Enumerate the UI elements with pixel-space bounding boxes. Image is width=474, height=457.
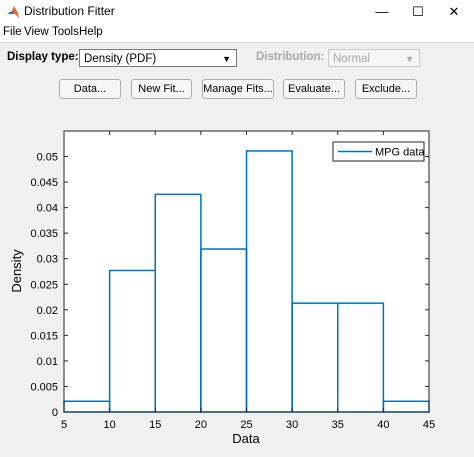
y-tick-label: 0.005 — [30, 381, 58, 393]
display-type-select[interactable]: Density (PDF) ▼ — [79, 49, 237, 67]
x-tick-label: 5 — [61, 419, 67, 431]
x-tick-label: 40 — [377, 419, 389, 431]
maximize-button[interactable]: ☐ — [412, 4, 424, 19]
evaluate-button[interactable]: Evaluate... — [283, 79, 345, 99]
y-tick-label: 0.025 — [30, 279, 58, 291]
matlab-logo-icon — [7, 6, 19, 18]
legend-label: MPG data — [375, 147, 425, 159]
x-tick-label: 15 — [149, 419, 161, 431]
y-tick-label: 0.05 — [37, 152, 58, 164]
distribution-value: Normal — [333, 53, 371, 65]
chevron-down-icon: ▼ — [222, 54, 231, 64]
menu-help[interactable]: Help — [79, 26, 103, 38]
y-tick-label: 0.015 — [30, 330, 58, 342]
x-tick-label: 25 — [240, 419, 252, 431]
x-tick-label: 20 — [195, 419, 207, 431]
legend: MPG data — [332, 141, 425, 162]
menu-view[interactable]: View — [24, 26, 49, 38]
x-tick-label: 30 — [286, 419, 298, 431]
minimize-button[interactable]: — — [375, 4, 389, 19]
x-tick-label: 35 — [332, 419, 344, 431]
y-tick-label: 0.03 — [37, 254, 58, 266]
distribution-select[interactable]: Normal ▼ — [328, 49, 420, 67]
menu-file[interactable]: File — [3, 26, 22, 38]
title-bar: Distribution Fitter — ☐ ✕ — [0, 0, 474, 24]
menu-bar: File View Tools Help — [0, 24, 474, 43]
distribution-label: Distribution: — [256, 51, 325, 63]
y-tick-label: 0.04 — [37, 203, 58, 215]
x-tick-label: 45 — [423, 419, 435, 431]
window-title: Distribution Fitter — [24, 4, 115, 18]
chevron-down-icon: ▼ — [405, 54, 414, 64]
exclude-button[interactable]: Exclude... — [355, 79, 417, 99]
new-fit-button[interactable]: New Fit... — [131, 79, 192, 99]
display-type-label: Display type: — [7, 51, 79, 63]
legend-box — [332, 141, 425, 162]
y-tick-label: 0.02 — [37, 305, 58, 317]
y-tick-label: 0.035 — [30, 228, 58, 240]
y-tick-label: 0 — [52, 407, 58, 419]
manage-fits-button[interactable]: Manage Fits... — [202, 79, 274, 99]
y-tick-label: 0.045 — [30, 177, 58, 189]
close-button[interactable]: ✕ — [448, 4, 460, 19]
x-axis-label: Data — [232, 431, 260, 446]
data-button[interactable]: Data... — [59, 79, 121, 99]
display-type-value: Density (PDF) — [84, 53, 157, 65]
axes-box — [63, 130, 430, 413]
y-tick-label: 0.01 — [37, 356, 58, 368]
y-axis-label: Density — [9, 249, 24, 293]
x-tick-label: 10 — [104, 419, 116, 431]
menu-tools[interactable]: Tools — [52, 26, 79, 38]
